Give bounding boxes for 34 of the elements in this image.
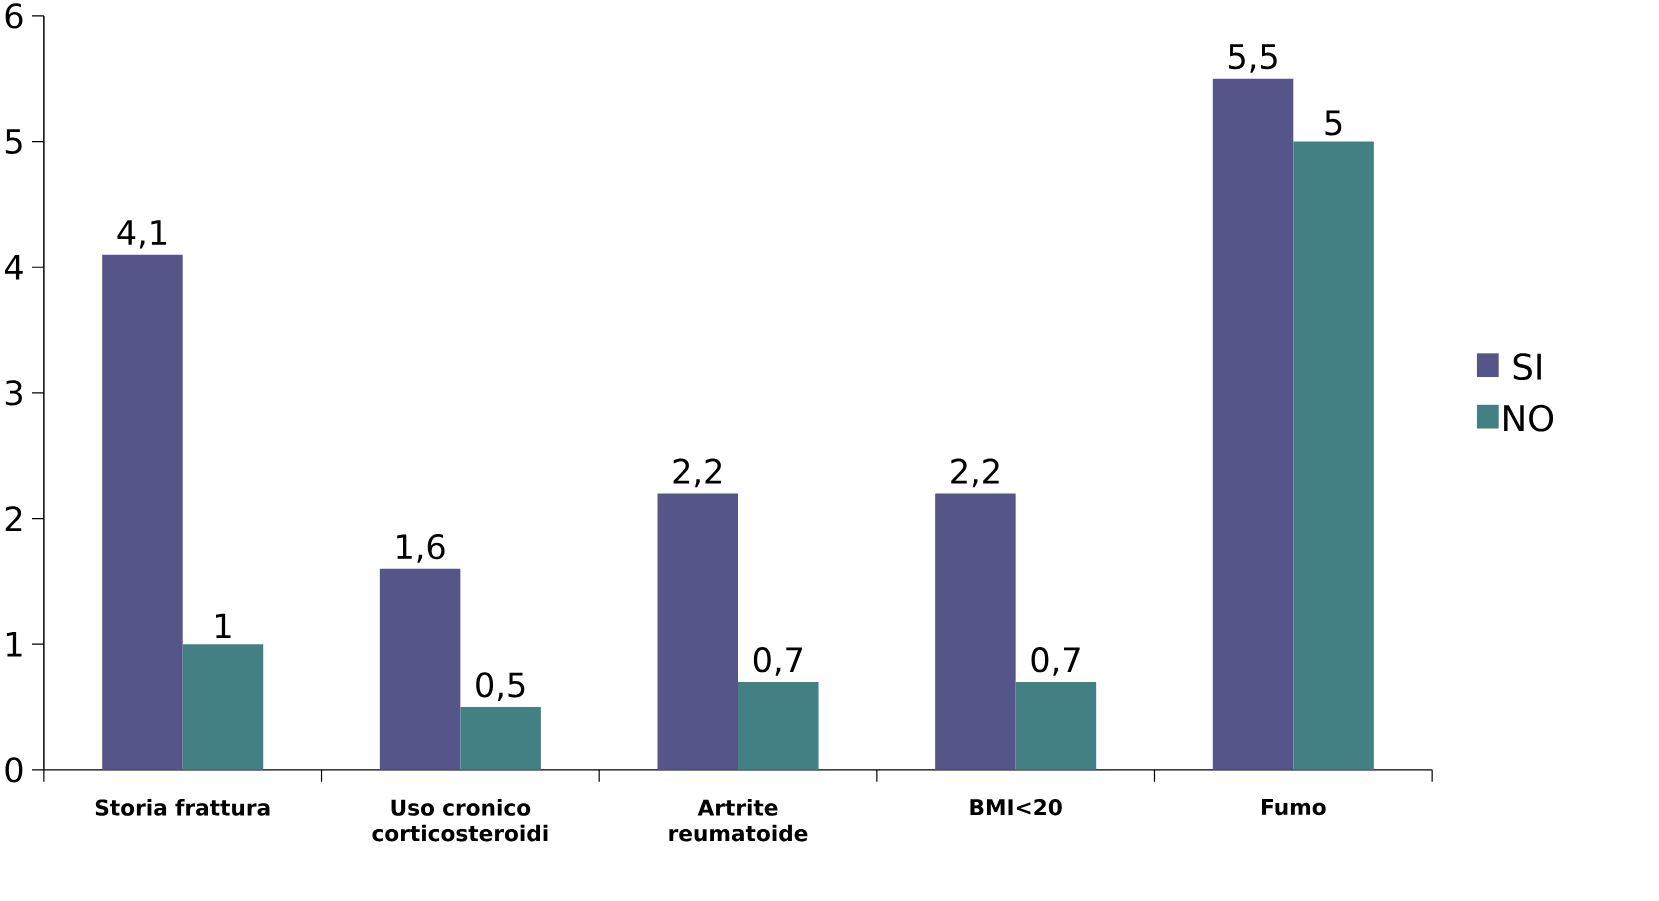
data-label: 5,5 [1229,44,1277,73]
data-label: 0,5 [476,672,525,702]
data-label: 0,7 [1031,647,1080,676]
y-tick-label: 5 [5,129,22,155]
y-tick-label: 0 [5,757,23,783]
x-tick-label: Fumo [1262,799,1326,816]
y-tick-label: 3 [5,380,22,406]
bar [1293,141,1374,771]
bar [102,254,183,771]
bar [460,707,541,771]
x-tick-label: Artrite reumatoide [669,799,808,842]
y-tick-label: 4 [4,255,23,280]
data-label: 1 [215,613,231,639]
y-tick-label: 2 [5,506,22,532]
y-tick-label: 6 [5,3,23,29]
x-tick-label: BMI<20 [970,799,1062,816]
data-label: 1,6 [397,534,445,563]
bar [935,493,1016,771]
legend-label: SI [1513,353,1541,381]
bar [182,644,264,771]
x-tick-label: Storia frattura [95,799,270,817]
legend-label: NO [1504,404,1554,432]
bar [1015,682,1097,771]
bar [379,569,461,771]
x-tick-label: Uso cronico corticosteroidi [372,799,548,842]
y-tick-label: 1 [6,632,22,657]
bar [738,682,819,771]
data-label: 2,2 [951,458,999,488]
data-label: 4,1 [117,220,166,249]
bar [657,493,739,771]
data-label: 5 [1325,110,1342,136]
data-label: 2,2 [673,458,722,488]
data-label: 0,7 [753,647,803,676]
bar [1212,78,1294,771]
